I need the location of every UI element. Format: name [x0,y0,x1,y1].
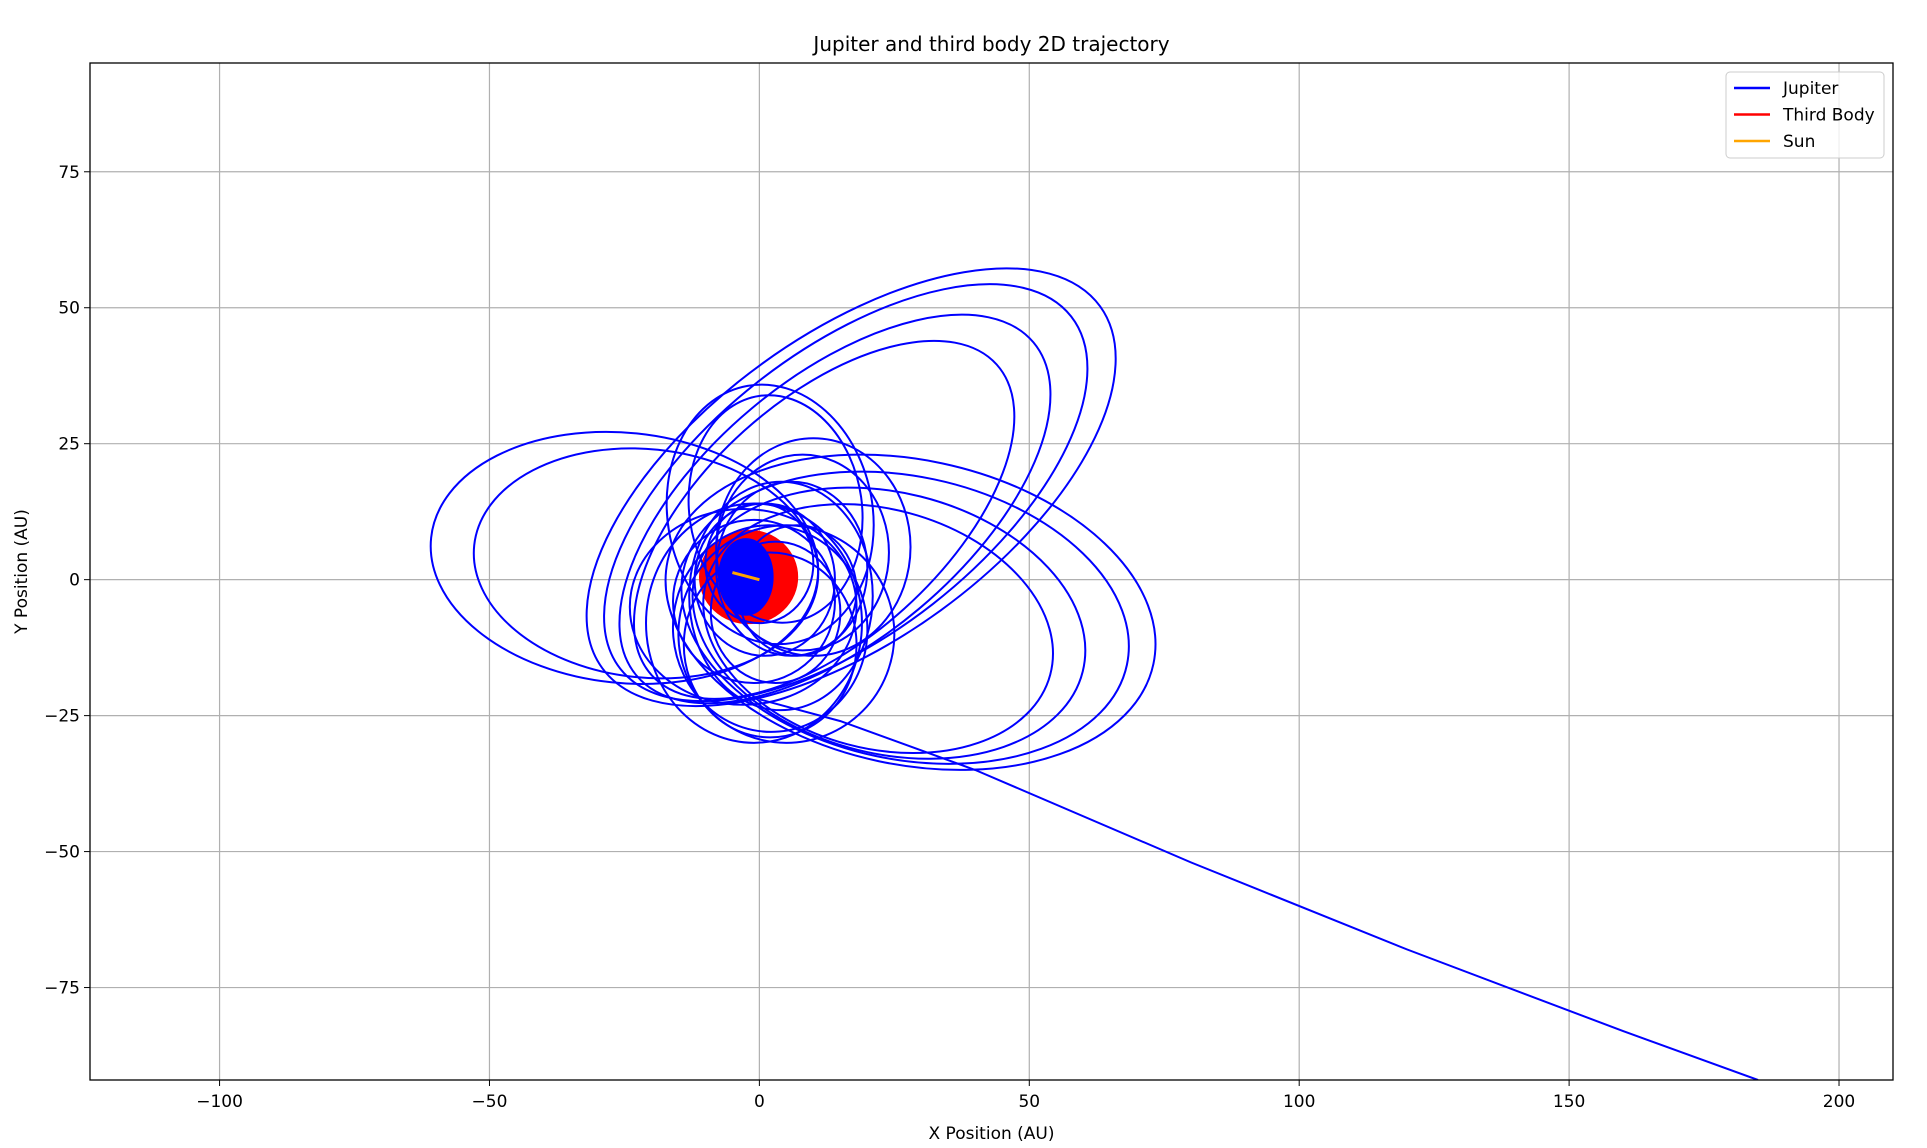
jupiter-orbit-loop [603,283,1089,703]
jupiter-orbit-loop [672,518,836,684]
y-tick-label: −50 [44,843,80,863]
plot-area-data [429,267,1759,1080]
jupiter-orbit-loop [704,502,815,625]
series-group [429,267,1759,1080]
y-axis-label: Y Position (AU) [12,509,32,635]
y-tick-label: 25 [58,435,80,455]
x-tick-label: 0 [754,1092,765,1112]
jupiter-orbit-loop [585,267,1117,708]
y-tick-label: −75 [44,979,80,999]
jupiter-orbit-loop [472,447,820,680]
x-tick-label: −50 [472,1092,508,1112]
y-tick-label: 50 [58,299,80,319]
jupiter-orbit-loop [736,524,858,657]
jupiter-orbit-loop [680,470,1130,765]
jupiter-orbit-loop [671,524,869,733]
x-tick-label: 200 [1823,1092,1855,1112]
jupiter-orbit-loop [632,339,1016,700]
legend-entry-label: Third Body [1782,106,1875,126]
legend-entry-label: Jupiter [1782,79,1838,99]
axes-frame [89,62,1894,1081]
axis-ticks: −100 −50 0 50 100 150 200 −75 −50 −25 0 25 50 75 [44,163,1855,1112]
x-axis-label: X Position (AU) [929,1124,1055,1144]
jupiter-orbit-loop [682,551,858,739]
jupiter-escape-tail [759,698,1759,1080]
y-tick-label: 75 [58,163,80,183]
jupiter-orbit-loop [628,507,858,706]
legend-entry-label: Sun [1783,132,1815,152]
x-tick-label: −100 [196,1092,243,1112]
jupiter-orbit-loop [664,453,1157,771]
y-tick-label: −25 [44,707,80,727]
sun-trajectory [732,571,760,582]
x-tick-label: 150 [1553,1092,1585,1112]
jupiter-orbit-loop [709,540,842,684]
legend: Jupiter Third Body Sun [1725,71,1885,159]
x-tick-label: 100 [1283,1092,1315,1112]
jupiter-orbit-loop [618,313,1052,705]
x-tick-label: 50 [1018,1092,1040,1112]
legend-box [1725,71,1885,159]
chart-title: Jupiter and third body 2D trajectory [811,32,1169,56]
y-tick-label: 0 [69,571,80,591]
